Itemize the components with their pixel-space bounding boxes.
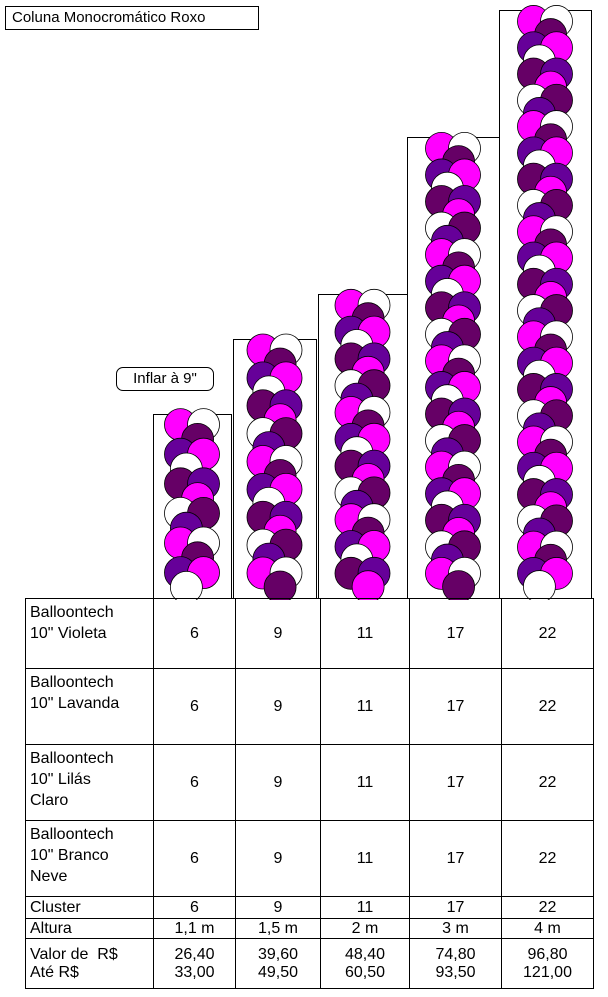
row-lavanda: Balloontech 10" Lavanda 6 9 11 17 22	[25, 668, 594, 745]
balloon-lavanda	[263, 570, 297, 600]
value-cell: 1,1 m	[153, 918, 236, 939]
value-cell: 22	[501, 820, 594, 897]
price-label: Valor de R$ Até R$	[25, 938, 154, 989]
price-cell: 39,60 49,50	[235, 938, 321, 989]
value-cell: 22	[501, 744, 594, 821]
row-price: Valor de R$ Até R$ 26,40 33,00 39,60 49,50 48,…	[25, 938, 594, 989]
balloon-branco	[523, 570, 556, 600]
value-cell: 3 m	[409, 918, 502, 939]
value-cell: 17	[409, 744, 502, 821]
price-from: 26,40	[174, 945, 215, 963]
value-cell: 11	[320, 744, 410, 821]
value-cell: 22	[501, 896, 594, 919]
value-cell: 11	[320, 820, 410, 897]
balloon-column-2	[233, 333, 317, 600]
price-from: 39,60	[257, 945, 299, 963]
value-cell: 11	[320, 598, 410, 669]
value-cell: 22	[501, 668, 594, 745]
row-label: Balloontech 10" Branco Neve	[25, 820, 154, 897]
value-cell: 1,5 m	[235, 918, 321, 939]
row-cluster: Cluster 6 9 11 17 22	[25, 896, 594, 919]
value-cell: 6	[153, 668, 236, 745]
balloon-columns-diagram	[153, 5, 592, 600]
price-to: 33,00	[174, 963, 215, 981]
value-cell: 9	[235, 744, 321, 821]
inflate-note: Inflar à 9"	[116, 367, 214, 391]
price-from: 96,80	[527, 945, 568, 963]
row-violeta: Balloontech 10" Violeta 6 9 11 17 22	[25, 598, 594, 669]
page-title: Coluna Monocromático Roxo	[5, 6, 259, 30]
price-cell: 96,80 121,00	[501, 938, 594, 989]
balloon-column-1	[153, 408, 232, 600]
spec-table: Balloontech 10" Violeta 6 9 11 17 22 Balloonte…	[25, 598, 594, 989]
value-cell: 9	[235, 820, 321, 897]
balloon-column-4	[407, 131, 500, 600]
value-cell: 6	[153, 598, 236, 669]
price-to: 93,50	[435, 963, 476, 981]
value-cell: 6	[153, 744, 236, 821]
row-label: Cluster	[25, 896, 154, 919]
balloon-branco	[170, 571, 203, 600]
price-from: 48,40	[344, 945, 386, 963]
price-from: 74,80	[435, 945, 476, 963]
value-cell: 9	[235, 668, 321, 745]
value-cell: 17	[409, 598, 502, 669]
price-to: 121,00	[523, 963, 572, 981]
price-to: 49,50	[257, 963, 299, 981]
value-cell: 11	[320, 896, 410, 919]
price-cell: 26,40 33,00	[153, 938, 236, 989]
price-to-label: Até R$	[30, 963, 79, 981]
balloon-column-5	[499, 5, 592, 600]
value-cell: 9	[235, 896, 321, 919]
value-cell: 9	[235, 598, 321, 669]
value-cell: 17	[409, 668, 502, 745]
row-branco: Balloontech 10" Branco Neve 6 9 11 17 22	[25, 820, 594, 897]
row-lilas: Balloontech 10" Lilás Claro 6 9 11 17 22	[25, 744, 594, 821]
value-cell: 22	[501, 598, 594, 669]
price-from-label: Valor de R$	[30, 945, 118, 963]
value-cell: 17	[409, 896, 502, 919]
row-label: Balloontech 10" Lavanda	[25, 668, 154, 745]
price-cell: 74,80 93,50	[409, 938, 502, 989]
balloon-column-3	[318, 288, 408, 600]
price-to: 60,50	[344, 963, 386, 981]
row-label: Balloontech 10" Violeta	[25, 598, 154, 669]
value-cell: 6	[153, 896, 236, 919]
row-label: Altura	[25, 918, 154, 939]
price-cell: 48,40 60,50	[320, 938, 410, 989]
value-cell: 6	[153, 820, 236, 897]
value-cell: 17	[409, 820, 502, 897]
value-cell: 2 m	[320, 918, 410, 939]
balloon-lavanda	[442, 570, 475, 600]
row-label: Balloontech 10" Lilás Claro	[25, 744, 154, 821]
value-cell: 4 m	[501, 918, 594, 939]
value-cell: 11	[320, 668, 410, 745]
balloon-magenta	[351, 570, 385, 600]
